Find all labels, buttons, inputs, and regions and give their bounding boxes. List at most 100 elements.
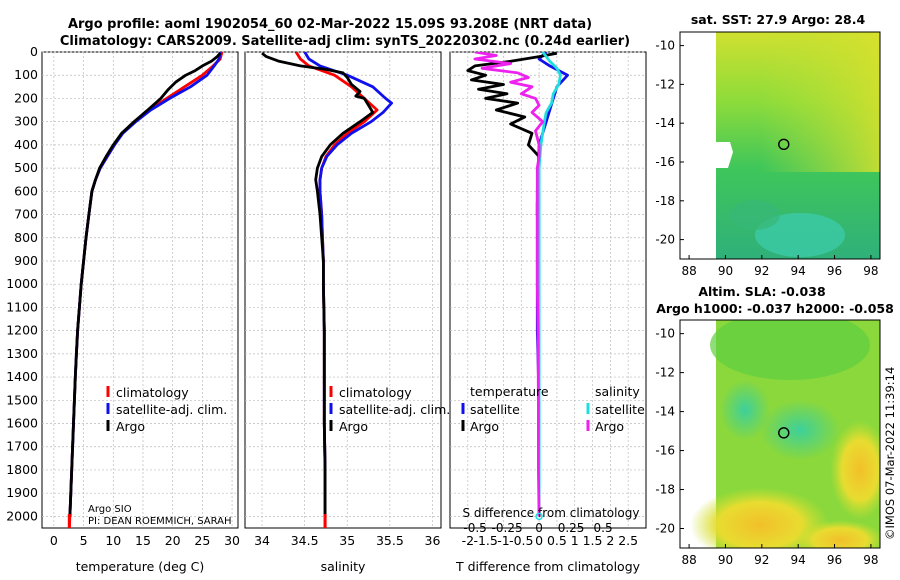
diff-top-tick-label: -0.25: [492, 521, 523, 535]
sst-map-y-tick-label: -16: [655, 155, 675, 169]
sla-map-title-2: Argo h1000: -0.037 h2000: -0.058: [656, 301, 894, 316]
profile-panels: 0100200300400500600700800900100011001200…: [6, 44, 647, 574]
pressure-tick-label: 1500: [6, 392, 38, 407]
differences-series-group: [466, 52, 569, 517]
sla-map-frame: [679, 319, 881, 549]
pressure-tick-label: 200: [14, 90, 38, 105]
diff-top-tick-label: 0.25: [558, 521, 585, 535]
sst-map-x-tick-label: 88: [681, 264, 696, 278]
sst-argo-marker: [778, 138, 790, 151]
temperature-x-tick-label: 5: [80, 533, 88, 548]
salinity-x-tick-label: 36: [425, 533, 441, 548]
salinity-plot-frame: [244, 51, 442, 529]
pressure-tick-label: 500: [14, 160, 38, 175]
differences-x-tick-label: 1.5: [583, 533, 603, 548]
salinity-x-tick-label: 34: [254, 533, 270, 548]
temperature-x-tick-label: 10: [105, 533, 121, 548]
sst-warm-east: [760, 32, 880, 172]
pressure-tick-label: 400: [14, 137, 38, 152]
sst-map-y-tick-label: -12: [655, 77, 675, 91]
sst-map-x-tick-label: 94: [791, 264, 806, 278]
sla-cyan-blob: [760, 400, 840, 460]
pressure-tick-label: 1000: [6, 276, 38, 291]
sla-map: Altim. SLA: -0.038 Argo h1000: -0.037 h2…: [655, 284, 893, 567]
sla-map-y-tick-label: -10: [655, 327, 675, 341]
sst-cool-patch-2: [730, 200, 780, 230]
pressure-tick-label: 300: [14, 114, 38, 129]
differences-line-salinity-argo: [473, 52, 545, 517]
sst-map-y-tick-label: -20: [655, 233, 675, 247]
diff-legend-sal-title: salinity: [595, 384, 640, 399]
imos-stamp: ©IMOS 07-Mar-2022 11:39:14: [883, 367, 897, 540]
temperature-x-tick-label: 20: [165, 533, 181, 548]
title-line-2: Climatology: CARS2009. Satellite-adj cli…: [60, 34, 630, 49]
credit-pi: PI: DEAN ROEMMICH, SARAH: [88, 516, 232, 527]
sst-map-frame: [679, 31, 881, 260]
salinity-legend-label-argo: Argo: [339, 419, 368, 434]
diff-legend-temp-title: temperature: [470, 384, 549, 399]
diff-top-tick-label: 0.5: [594, 521, 613, 535]
temperature-legend-label-climatology: climatology: [116, 385, 189, 400]
pressure-tick-label: 1300: [6, 346, 38, 361]
differences-line-salinity-satellite: [537, 52, 562, 517]
sla-yellow-east: [830, 420, 880, 520]
temperature-x-tick-label: 25: [194, 533, 210, 548]
differences-x-tick-label: -1: [497, 533, 509, 548]
salinity-series-group: [261, 52, 393, 528]
sst-cool-patch: [755, 213, 845, 257]
diff-legend-sal-label: Argo: [595, 419, 624, 434]
salinity-line-argo: [261, 52, 375, 517]
sla-map-x-tick-label: 90: [718, 553, 733, 567]
sla-map-y-tick-label: -20: [655, 522, 675, 536]
pressure-tick-label: 700: [14, 207, 38, 222]
differences-x-axis-label: T difference from climatology: [455, 559, 641, 574]
pressure-tick-label: 2000: [6, 508, 38, 523]
sla-map-x-tick-label: 94: [791, 553, 806, 567]
sst-map-y-tick-label: -10: [655, 39, 675, 53]
differences-x-tick-label: -2: [462, 533, 474, 548]
salinity-legend-label-climatology: climatology: [339, 385, 412, 400]
salinity-x-tick-label: 35.5: [376, 533, 404, 548]
differences-x-tick-label: 2: [606, 533, 614, 548]
sla-map-x-tick-label: 96: [827, 553, 842, 567]
salinity-panel: 34 34.5 35 35.5 36 salinity climatology satelli…: [244, 51, 450, 574]
sla-map-y-tick-label: -12: [655, 366, 675, 380]
salinity-legend-label-satellite: satellite-adj. clim.: [339, 402, 450, 417]
credit-source: Argo SIO: [88, 504, 132, 515]
differences-x-tick-label: 1: [571, 533, 579, 548]
title-line-1: Argo profile: aoml 1902054_60 02-Mar-202…: [68, 17, 592, 32]
diff-bottom-marker: [535, 512, 543, 521]
diff-legend-temp-label: satellite: [470, 402, 520, 417]
sst-map: sat. SST: 27.9 Argo: 28.4 -10 -12 -14 -16 -1…: [655, 12, 881, 278]
differences-plot-frame: [449, 51, 647, 529]
sst-map-y-tick-label: -14: [655, 116, 675, 130]
differences-x-tick-label: 0: [535, 533, 543, 548]
pressure-tick-label: 1900: [6, 485, 38, 500]
pressure-tick-label: 1800: [6, 462, 38, 477]
temperature-x-tick-label: 0: [50, 533, 58, 548]
sla-argo-marker: [778, 427, 790, 439]
differences-x-tick-label: 0.5: [547, 533, 567, 548]
sla-green-north: [710, 320, 870, 380]
pressure-tick-label: 900: [14, 253, 38, 268]
diff-legend-sal-label: satellite: [595, 402, 645, 417]
pressure-tick-label: 1700: [6, 439, 38, 454]
pressure-tick-label: 100: [14, 67, 38, 82]
temperature-x-tick-label: 15: [135, 533, 151, 548]
differences-x-tick-label: -0.5: [509, 533, 533, 548]
sla-map-x-tick-label: 92: [754, 553, 769, 567]
sla-yellow-south-2: [795, 520, 880, 548]
sla-map-x-tick-label: 98: [863, 553, 878, 567]
sla-map-y-tick-label: -14: [655, 405, 675, 419]
sla-cyan-blob-2: [720, 380, 770, 440]
sla-map-y-tick-label: -16: [655, 444, 675, 458]
salinity-x-axis-label: salinity: [321, 559, 366, 574]
sst-map-x-tick-label: 98: [863, 264, 878, 278]
temperature-legend-label-satellite: satellite-adj. clim.: [116, 402, 227, 417]
differences-x-tick-label: 2.5: [618, 533, 638, 548]
sst-missing-data: [716, 142, 733, 168]
sst-map-x-tick-label: 96: [827, 264, 842, 278]
temperature-x-tick-label: 30: [224, 533, 240, 548]
sla-yellow-south: [690, 487, 830, 548]
salinity-x-tick-label: 34.5: [291, 533, 319, 548]
